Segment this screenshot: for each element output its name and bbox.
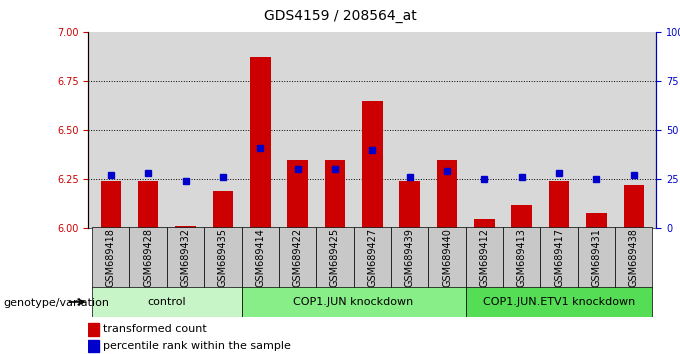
Bar — [288, 160, 308, 228]
Bar — [138, 181, 158, 228]
Text: GSM689417: GSM689417 — [554, 228, 564, 287]
Bar — [624, 185, 644, 228]
Bar — [88, 339, 99, 352]
Bar — [279, 227, 316, 289]
Bar — [466, 227, 503, 289]
Bar — [92, 287, 241, 317]
Bar — [250, 57, 271, 228]
Text: GSM689438: GSM689438 — [629, 228, 639, 287]
Text: GSM689413: GSM689413 — [517, 228, 527, 287]
Text: GDS4159 / 208564_at: GDS4159 / 208564_at — [264, 9, 416, 23]
Bar — [474, 218, 494, 228]
Text: GSM689435: GSM689435 — [218, 228, 228, 287]
Text: genotype/variation: genotype/variation — [3, 298, 109, 308]
Bar — [129, 227, 167, 289]
Bar — [399, 181, 420, 228]
Bar — [578, 227, 615, 289]
Bar — [511, 205, 532, 228]
Text: GSM689425: GSM689425 — [330, 228, 340, 287]
Bar — [213, 191, 233, 228]
Bar — [391, 227, 428, 289]
Text: COP1.JUN.ETV1 knockdown: COP1.JUN.ETV1 knockdown — [483, 297, 635, 307]
Bar — [88, 323, 99, 336]
Bar — [428, 227, 466, 289]
Text: GSM689412: GSM689412 — [479, 228, 490, 287]
Bar — [503, 227, 541, 289]
Text: transformed count: transformed count — [103, 324, 207, 334]
Text: GSM689428: GSM689428 — [143, 228, 153, 287]
Text: GSM689418: GSM689418 — [106, 228, 116, 287]
Bar — [354, 227, 391, 289]
Text: GSM689422: GSM689422 — [292, 228, 303, 287]
Bar — [241, 287, 466, 317]
Bar — [204, 227, 241, 289]
Bar — [541, 227, 578, 289]
Text: percentile rank within the sample: percentile rank within the sample — [103, 341, 290, 351]
Bar — [175, 226, 196, 228]
Bar — [241, 227, 279, 289]
Text: control: control — [148, 297, 186, 307]
Bar — [586, 213, 607, 228]
Bar — [362, 101, 383, 228]
Bar — [437, 160, 457, 228]
Text: GSM689414: GSM689414 — [255, 228, 265, 287]
Bar — [316, 227, 354, 289]
Text: GSM689440: GSM689440 — [442, 228, 452, 287]
Text: GSM689427: GSM689427 — [367, 228, 377, 287]
Bar — [92, 227, 129, 289]
Text: GSM689431: GSM689431 — [592, 228, 601, 287]
Text: COP1.JUN knockdown: COP1.JUN knockdown — [294, 297, 413, 307]
Text: GSM689439: GSM689439 — [405, 228, 415, 287]
Bar — [466, 287, 653, 317]
Bar — [615, 227, 653, 289]
Bar — [324, 160, 345, 228]
Bar — [549, 181, 569, 228]
Text: GSM689432: GSM689432 — [180, 228, 190, 287]
Bar — [101, 181, 121, 228]
Bar — [167, 227, 204, 289]
